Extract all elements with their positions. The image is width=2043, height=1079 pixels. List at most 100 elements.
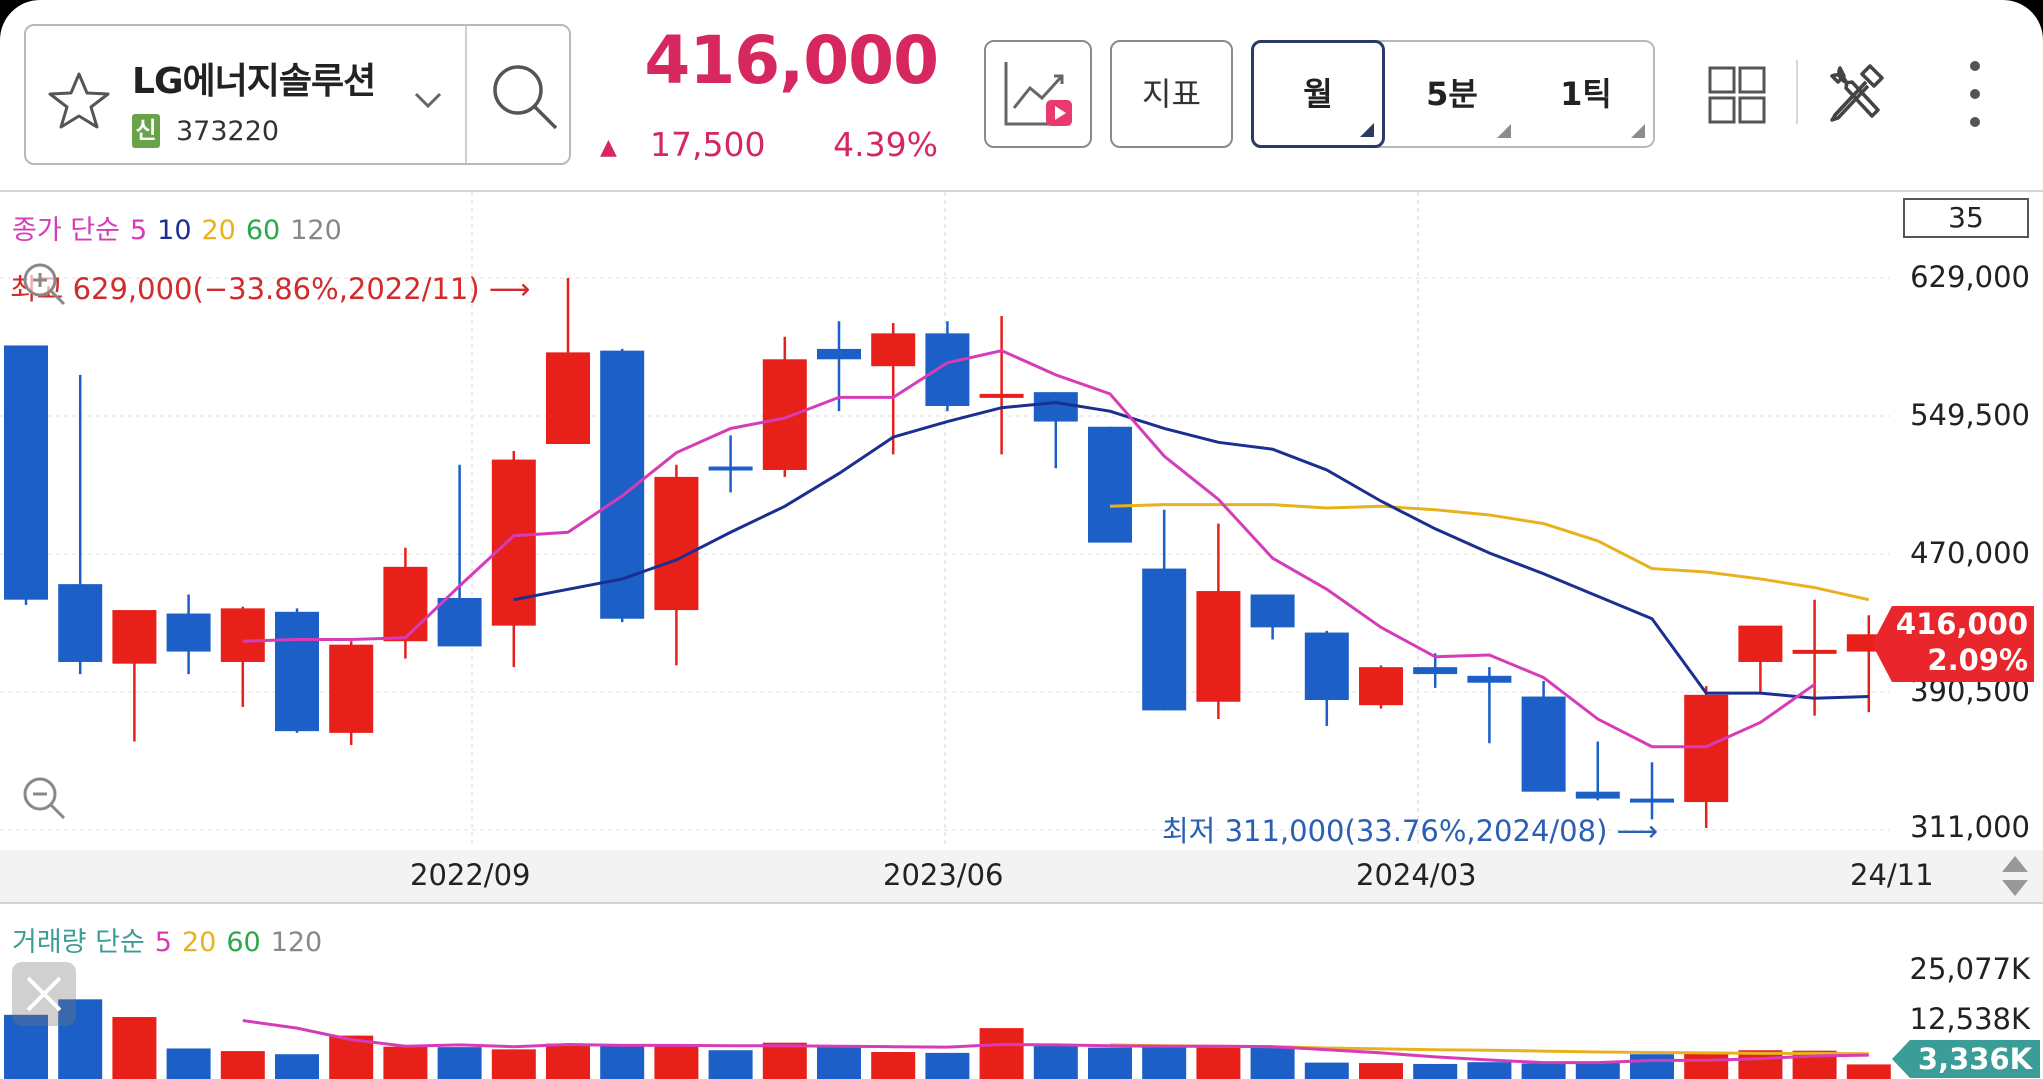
current-price-tag: 416,000 2.09% [1892, 606, 2034, 682]
period-1tick[interactable]: 1틱 [1519, 42, 1653, 146]
volume-ma-legend[interactable]: 거래량 단순 5 20 60 120 [12, 920, 332, 959]
up-arrow-icon: ▲ [600, 135, 617, 160]
volume-bar [275, 1054, 319, 1079]
volume-bar [1630, 1054, 1674, 1079]
volume-bar [383, 1046, 428, 1079]
legend-ma10: 10 [157, 215, 192, 246]
candle-body [817, 348, 861, 360]
volume-ma5-line [242, 1019, 1869, 1065]
candle-body [4, 345, 48, 600]
legend-vma20: 20 [181, 927, 217, 958]
period-selector: 월 5분 1틱 [1251, 40, 1655, 148]
x-axis[interactable] [0, 850, 2043, 902]
stock-name[interactable]: LG에너지솔루션 [132, 61, 376, 102]
volume-bar [1738, 1050, 1783, 1079]
volume-bar [112, 1017, 157, 1079]
layout-grid-icon[interactable] [1708, 66, 1766, 124]
legend-vma5: 5 [154, 927, 172, 958]
volume-bar [220, 1051, 265, 1079]
candle-body [871, 333, 916, 367]
volume-bar [1413, 1063, 1458, 1079]
indicator-button[interactable]: 지표 [1110, 40, 1233, 148]
corner-marker [1497, 124, 1511, 138]
stock-selector[interactable]: LG에너지솔루션 신 373220 [24, 24, 571, 165]
volume-bar [166, 1048, 211, 1079]
chart-play-icon [1004, 62, 1072, 126]
volume-bar [1521, 1063, 1566, 1079]
volume-bar [491, 1049, 536, 1079]
period-count-box[interactable]: 35 [1903, 198, 2029, 238]
change-amount: 17,500 [650, 125, 766, 164]
candle-body [1142, 568, 1187, 711]
stock-code: 373220 [176, 116, 280, 147]
candle-body [1684, 694, 1729, 803]
x-axis-label: 2024/03 [1356, 858, 1477, 892]
corner-marker [1631, 124, 1645, 138]
candle-body [925, 333, 970, 406]
ma20-line [1109, 503, 1870, 602]
legend-prefix: 종가 단순 [12, 215, 120, 246]
current-price-tag-value: 416,000 [1895, 607, 2028, 641]
volume-bar [762, 1042, 807, 1079]
candle-body [1088, 426, 1132, 543]
volume-bar [1575, 1062, 1620, 1079]
candle-body [1033, 392, 1078, 422]
volume-bar [1304, 1062, 1349, 1079]
zoom-out-icon[interactable] [16, 770, 72, 826]
more-vertical-icon[interactable] [1960, 58, 1990, 130]
volume-bar [1846, 1064, 1891, 1079]
volume-tag-pointer [1892, 1040, 1910, 1078]
candle-body [1196, 591, 1241, 702]
candle-body [491, 459, 536, 626]
candle-body [1738, 625, 1783, 662]
volume-bar [1359, 1063, 1403, 1079]
scale-toggle-icon[interactable] [1998, 852, 2032, 900]
current-volume-tag: 3,336K [1910, 1040, 2040, 1078]
period-month[interactable]: 월 [1251, 40, 1385, 148]
price-ma-legend[interactable]: 종가 단순 5 10 20 60 120 [12, 208, 352, 247]
period-1tick-label: 1틱 [1560, 75, 1612, 113]
chart-video-button[interactable] [984, 40, 1092, 148]
zoom-in-icon[interactable] [16, 256, 72, 312]
volume-bar [1250, 1045, 1295, 1079]
volume-bar [871, 1051, 916, 1079]
legend-vma60: 60 [226, 927, 261, 958]
volume-bar [708, 1050, 753, 1079]
close-panel-button[interactable] [12, 962, 76, 1026]
tools-icon[interactable] [1826, 60, 1888, 126]
legend-ma5: 5 [129, 215, 148, 246]
candle-body [654, 476, 699, 611]
candle-body [1304, 632, 1349, 701]
candle-body [1575, 791, 1620, 799]
y-axis-label: 470,000 [1910, 536, 2030, 570]
candle-body [166, 613, 211, 652]
divider [1796, 60, 1798, 124]
volume-axis-label: 25,077K [1909, 952, 2031, 986]
candle-body [546, 352, 590, 445]
volume-bar [600, 1044, 645, 1079]
new-listing-badge: 신 [132, 114, 160, 148]
volume-bar [1033, 1044, 1078, 1079]
volume-bar [979, 1028, 1024, 1079]
star-icon[interactable] [46, 70, 112, 130]
volume-bar [437, 1047, 482, 1079]
ma10-line [513, 401, 1869, 700]
legend-prefix: 거래량 단순 [12, 927, 145, 958]
candle-body [979, 393, 1024, 398]
x-axis-label: 2022/09 [410, 858, 531, 892]
candle-body [275, 611, 319, 732]
chevron-down-icon[interactable] [410, 82, 446, 118]
divider [0, 902, 2043, 904]
candle-body [1359, 667, 1403, 706]
volume-bar [925, 1052, 970, 1079]
candle-body [1413, 667, 1458, 675]
legend-ma20: 20 [201, 215, 236, 246]
legend-vma120: 120 [270, 927, 323, 958]
period-month-label: 월 [1303, 75, 1333, 113]
period-5min[interactable]: 5분 [1385, 42, 1519, 146]
volume-bar [4, 1014, 48, 1079]
candle-body [329, 644, 374, 733]
volume-bar [1467, 1062, 1512, 1079]
search-icon[interactable] [484, 56, 562, 136]
